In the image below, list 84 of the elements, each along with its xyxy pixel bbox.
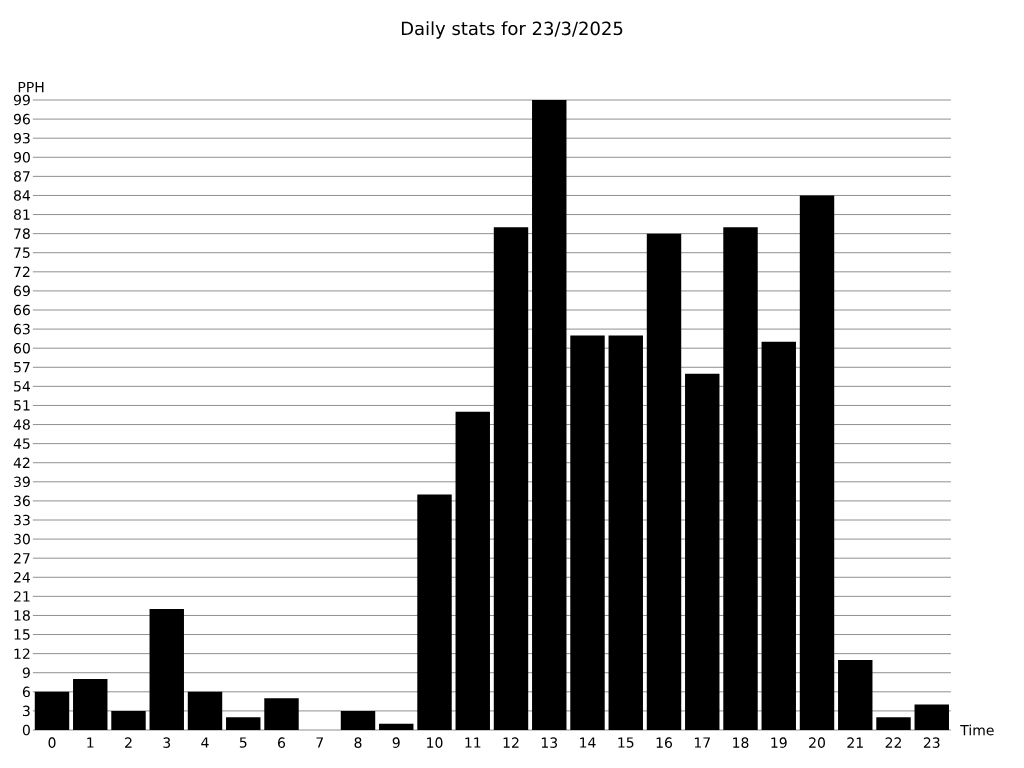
bar [226, 717, 261, 730]
x-tick-label: 4 [201, 737, 209, 748]
y-tick-label: 42 [13, 457, 30, 468]
bar [799, 195, 835, 730]
y-tick-label: 21 [14, 591, 30, 602]
x-tick-label: 18 [733, 737, 749, 748]
y-tick-label: 3 [22, 705, 30, 717]
x-tick-label: 19 [771, 737, 787, 748]
x-tick-label: 12 [503, 737, 519, 748]
y-tick-label: 84 [13, 190, 31, 201]
y-tick-label: 18 [14, 610, 30, 621]
bar [761, 341, 796, 730]
x-tick-label: 6 [278, 737, 286, 748]
bar [876, 717, 911, 730]
bar [914, 704, 949, 730]
bar [187, 691, 223, 730]
bar [34, 691, 70, 730]
y-tick-label: 54 [14, 381, 31, 392]
y-axis-title: PPH [18, 81, 44, 93]
y-tick-label: 66 [14, 304, 30, 316]
y-tick-label: 63 [14, 323, 30, 335]
x-tick-label: 10 [427, 737, 443, 748]
bar [264, 698, 299, 730]
x-tick-label: 1 [87, 737, 94, 748]
bar [723, 227, 758, 730]
y-tick-label: 60 [14, 342, 30, 354]
y-tick-label: 0 [22, 724, 30, 736]
y-tick-label: 78 [14, 228, 30, 239]
x-tick-label: 2 [125, 737, 132, 748]
y-tick-label: 33 [14, 514, 30, 526]
y-tick-label: 57 [14, 362, 30, 373]
y-tick-label: 27 [14, 552, 30, 564]
x-axis-title: Time [960, 724, 994, 736]
y-tick-label: 36 [14, 495, 30, 507]
bar [532, 100, 567, 730]
y-tick-label: 30 [14, 533, 30, 545]
x-tick-label: 13 [541, 737, 558, 748]
y-tick-label: 9 [22, 667, 30, 679]
bar [838, 660, 873, 730]
x-tick-label: 23 [923, 737, 940, 748]
y-tick-label: 48 [13, 419, 30, 430]
y-tick-label: 69 [14, 285, 30, 297]
x-tick-label: 8 [354, 737, 362, 748]
y-tick-label: 12 [14, 648, 30, 659]
bar [417, 494, 452, 730]
x-tick-label: 20 [809, 737, 825, 748]
x-tick-label: 14 [580, 737, 596, 748]
y-tick-label: 75 [14, 247, 30, 258]
y-tick-label: 39 [14, 476, 30, 488]
y-tick-label: 24 [14, 572, 31, 583]
bar [646, 233, 682, 730]
x-tick-label: 9 [392, 737, 400, 748]
bar [685, 373, 720, 730]
x-tick-label: 16 [656, 737, 673, 748]
x-tick-label: 22 [885, 737, 902, 748]
y-tick-label: 45 [13, 438, 30, 449]
x-tick-label: 0 [48, 737, 56, 748]
bar [379, 723, 414, 730]
x-tick-label: 17 [694, 737, 710, 748]
x-tick-label: 11 [465, 737, 481, 748]
bar [73, 679, 108, 730]
x-tick-label: 7 [316, 737, 323, 748]
y-tick-label: 87 [13, 171, 30, 182]
x-tick-label: 5 [239, 737, 247, 748]
y-tick-label: 72 [14, 266, 30, 278]
y-tick-label: 90 [13, 151, 30, 163]
bar [608, 335, 643, 730]
bar [570, 335, 605, 730]
x-tick-label: 15 [618, 737, 634, 748]
y-tick-label: 51 [14, 400, 30, 411]
y-tick-label: 15 [14, 629, 30, 640]
x-tick-label: 21 [847, 737, 863, 748]
bar [340, 710, 376, 730]
bar [493, 227, 529, 730]
y-tick-label: 81 [13, 209, 30, 220]
y-tick-label: 99 [13, 94, 30, 106]
bar [149, 609, 184, 730]
chart-title: Daily stats for 23/3/2025 [401, 21, 623, 39]
x-tick-label: 3 [163, 737, 171, 748]
y-tick-label: 6 [22, 686, 30, 698]
bar [455, 411, 490, 730]
y-tick-label: 93 [13, 132, 30, 144]
bar [111, 710, 146, 730]
y-tick-label: 96 [13, 113, 30, 125]
